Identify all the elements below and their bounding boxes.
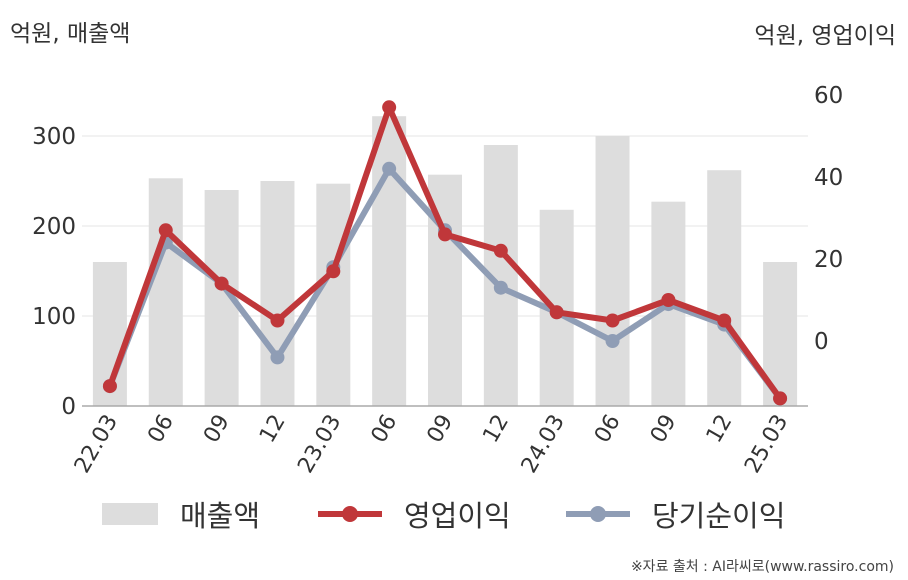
legend-operating-profit-swatch	[318, 506, 382, 522]
x-tick-label: 09	[646, 411, 682, 448]
x-tick-label: 06	[590, 411, 626, 448]
operating-profit-point	[717, 313, 732, 328]
left-y-tick-label: 100	[32, 304, 76, 330]
revenue-bar	[707, 170, 742, 406]
x-tick-label: 09	[199, 411, 235, 448]
revenue-bar	[260, 181, 295, 406]
legend-item-operating-profit: 영업이익	[318, 492, 511, 536]
operating-profit-point	[270, 313, 285, 328]
operating-profit-point	[382, 100, 397, 115]
left-y-tick-label: 200	[32, 214, 76, 240]
net-income-point	[493, 280, 508, 295]
operating-profit-point	[438, 227, 452, 242]
x-tick-label: 24.03	[517, 411, 570, 478]
operating-profit-point	[102, 379, 117, 394]
net-income-point	[605, 334, 620, 348]
legend-item-net-income: 당기순이익	[566, 492, 785, 536]
revenue-bar	[372, 116, 407, 406]
operating-profit-point	[493, 243, 508, 258]
legend-revenue-swatch	[102, 503, 158, 525]
operating-profit-series	[102, 100, 788, 406]
legend-item-revenue: 매출액	[102, 492, 260, 536]
legend-operating-profit-label: 영업이익	[404, 499, 511, 533]
left-y-tick-label: 300	[32, 124, 76, 150]
revenue-bar	[316, 183, 351, 406]
operating-profit-point	[549, 305, 564, 320]
operating-profit-point	[773, 391, 788, 406]
legend-revenue-label: 매출액	[180, 499, 261, 533]
net-income-point	[382, 161, 397, 176]
right-y-tick-label: 0	[814, 329, 829, 355]
operating-profit-point	[158, 223, 173, 238]
x-tick-label: 06	[367, 411, 403, 448]
right-axis-unit-label: 억원, 영업이익	[754, 23, 896, 49]
legend-net-income-swatch	[566, 506, 630, 522]
left-y-tick-label: 0	[61, 394, 76, 420]
x-tick-label: 06	[143, 411, 179, 448]
right-y-tick-label: 60	[814, 83, 843, 109]
legend-net-income-label: 당기순이익	[652, 499, 786, 533]
source-note: ※자료 출처 : AI라씨로(www.rassiro.com)	[630, 559, 894, 575]
net-income-point	[270, 350, 285, 365]
revenue-bar	[595, 136, 630, 406]
left-axis-unit-label: 억원, 매출액	[10, 21, 131, 47]
right-y-tick-label: 40	[814, 165, 843, 191]
revenue-bar	[148, 178, 183, 406]
left-y-axis-ticks: 0 100 200 300	[32, 124, 76, 420]
operating-profit-point	[326, 264, 341, 279]
x-tick-label: 22.03	[70, 411, 123, 478]
x-tick-label: 12	[478, 411, 514, 448]
x-tick-label: 23.03	[293, 411, 346, 478]
right-y-axis-ticks: 0 20 40 60	[814, 83, 843, 355]
x-axis-tick-labels: 22.03 06 09 12 23.03 06 09 12 24.03 06 09 12 25.03	[70, 411, 793, 478]
x-tick-label: 12	[702, 411, 738, 448]
right-y-tick-label: 20	[814, 247, 843, 273]
operating-profit-point	[214, 276, 229, 291]
operating-profit-point	[661, 293, 676, 307]
operating-profit-point	[605, 313, 620, 328]
x-tick-label: 12	[255, 411, 291, 448]
x-tick-label: 09	[423, 411, 459, 448]
revenue-bars	[92, 116, 798, 406]
x-tick-label: 25.03	[740, 411, 793, 478]
